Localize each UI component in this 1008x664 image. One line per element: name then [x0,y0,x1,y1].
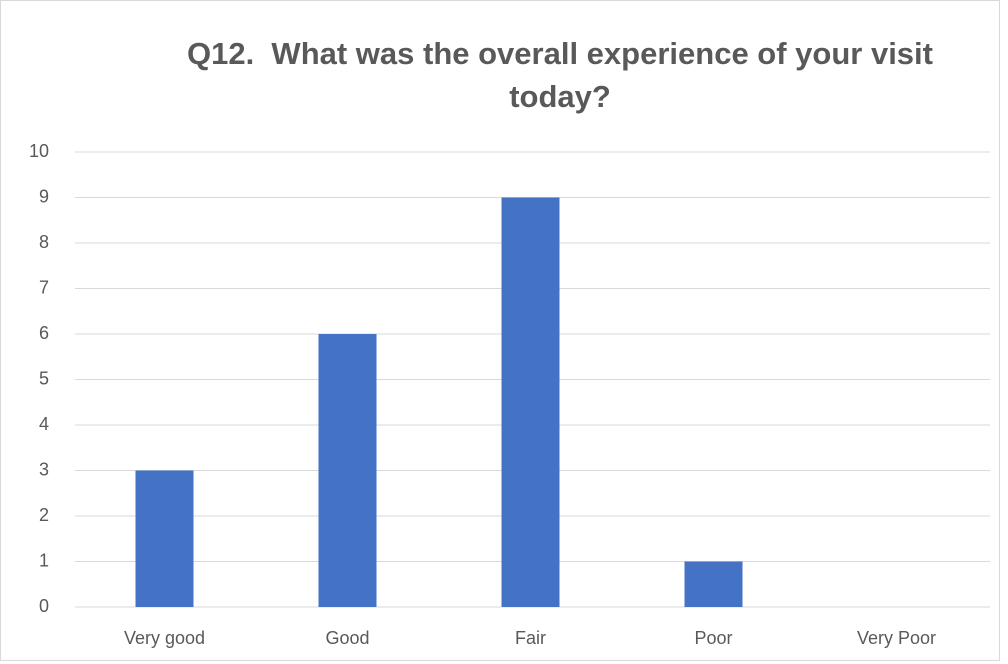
x-tick-label: Poor [694,628,732,648]
chart-title: Q12. What was the overall experience of … [187,36,942,114]
y-tick-label: 8 [39,232,49,252]
y-tick-label: 9 [39,186,49,206]
bar [501,197,560,607]
y-tick-label: 10 [29,141,49,161]
y-tick-label: 4 [39,414,49,434]
y-tick-label: 3 [39,459,49,479]
x-tick-label: Fair [515,628,546,648]
bar [684,561,743,607]
y-tick-label: 0 [39,596,49,616]
x-tick-label: Good [325,628,369,648]
x-tick-label: Very good [124,628,205,648]
y-tick-label: 5 [39,368,49,388]
y-tick-label: 1 [39,550,49,570]
bar [135,470,194,607]
x-tick-label: Very Poor [857,628,936,648]
y-tick-label: 2 [39,505,49,525]
y-tick-label: 7 [39,277,49,297]
y-tick-label: 6 [39,323,49,343]
bar [318,334,377,607]
